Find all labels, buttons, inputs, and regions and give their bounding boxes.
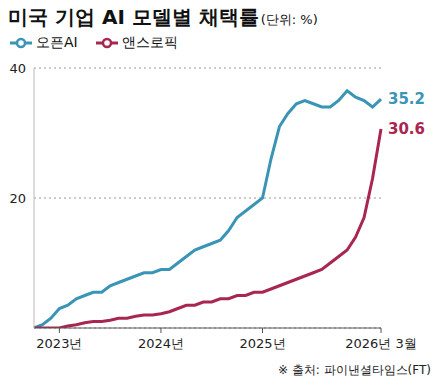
html-text:미국 기업 AI 모델별 채택률(단위: %): 미국 기업 AI 모델별 채택률(단위: %) <box>8 5 318 29</box>
svg-text:2023년: 2023년 <box>36 336 82 351</box>
svg-text:2026년 3월: 2026년 3월 <box>345 336 417 351</box>
html-text:앤스로픽: 앤스로픽 <box>121 34 178 50</box>
svg-text:20: 20 <box>9 191 26 206</box>
svg-text:40: 40 <box>9 61 26 76</box>
svg-text:2024년: 2024년 <box>138 336 184 351</box>
html-text:오픈AI: 오픈AI <box>36 34 78 50</box>
svg-text:2025년: 2025년 <box>239 336 285 351</box>
html-text:※ 출처: 파이낸셜타임스(FT): ※ 출처: 파이낸셜타임스(FT) <box>277 363 431 377</box>
svg-text:35.2: 35.2 <box>388 90 425 108</box>
svg-text:30.6: 30.6 <box>388 120 425 138</box>
